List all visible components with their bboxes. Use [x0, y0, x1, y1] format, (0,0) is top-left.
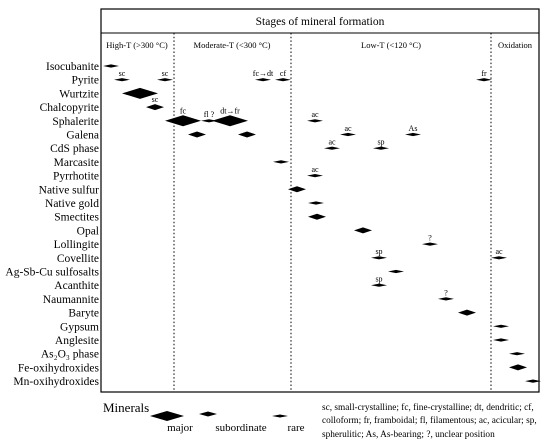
- occurrence-diamond-subordinate: [238, 131, 256, 138]
- mineral-label: Isocubanite: [46, 61, 99, 73]
- mineral-label: Lollingite: [54, 239, 99, 251]
- legend-rare-label: rare: [287, 422, 304, 434]
- diagram-title: Stages of mineral formation: [256, 16, 385, 28]
- mineral-label: Ag-Sb-Cu sulfosalts: [5, 267, 99, 279]
- mineral-label: Native gold: [45, 198, 99, 210]
- occurrence-diamond-rare: [422, 242, 438, 246]
- stage-header-moderate-t: Moderate-T (<300 °C): [194, 40, 271, 50]
- mineral-label: Native sulfur: [39, 184, 100, 196]
- mineral-label: Gypsum: [60, 321, 99, 333]
- occurrence-diamond-major: [212, 115, 248, 127]
- stage-header-low-t: Low-T (<120 °C): [361, 40, 421, 50]
- occurrence-diamond-subordinate: [509, 364, 527, 371]
- mineral-label: Chalcopyrite: [40, 102, 99, 114]
- habit-tag: cf: [280, 69, 287, 78]
- occurrence-diamond-rare: [373, 146, 389, 150]
- legend-major-label: major: [167, 422, 193, 434]
- legend-rare-diamond: [272, 414, 288, 418]
- habit-tag: dt→fr: [220, 106, 240, 115]
- habit-tag: sc: [162, 69, 169, 78]
- occurrence-diamond-rare: [157, 78, 173, 82]
- habit-tag: fl ?: [204, 110, 215, 119]
- mineral-label: Opal: [77, 225, 99, 237]
- mineral-label: Acanthite: [54, 280, 99, 292]
- habit-tag: ac: [495, 247, 503, 256]
- occurrence-diamond-rare: [491, 256, 507, 260]
- occurrence-diamond-rare: [307, 174, 323, 178]
- habit-tag: sc: [119, 69, 126, 78]
- habit-tag: As: [409, 124, 418, 133]
- occurrence-diamond-rare: [114, 78, 130, 82]
- occurrence-diamond-subordinate: [308, 213, 326, 220]
- mineral-label: Mn-oxihydroxides: [13, 376, 99, 388]
- habit-tag: sp: [375, 275, 382, 284]
- occurrence-diamond-rare: [388, 269, 404, 274]
- habit-tag: ?: [428, 234, 432, 243]
- habit-tag: sc: [152, 95, 159, 104]
- stage-header-high-t: High-T (>300 °C): [106, 40, 168, 50]
- diagram-frame: [100, 8, 540, 393]
- occurrence-diamond-rare: [201, 119, 217, 123]
- habit-tag: ac: [311, 110, 319, 119]
- mineral-label: As₂O₃ phase: [41, 349, 99, 361]
- mineral-label: Wurtzite: [59, 88, 99, 100]
- occurrence-diamond-subordinate: [458, 309, 476, 316]
- mineral-label: Fe-oxihydroxides: [18, 362, 100, 374]
- occurrence-diamond-subordinate: [288, 186, 306, 193]
- occurrence-diamond-rare: [493, 324, 509, 328]
- occurrence-diamond-rare: [371, 283, 387, 287]
- occurrence-diamond-rare: [509, 352, 525, 356]
- legend-subordinate-diamond: [199, 411, 217, 417]
- habit-tag: fr: [481, 69, 487, 78]
- occurrence-diamond-rare: [255, 78, 271, 82]
- occurrence-diamond-rare: [307, 119, 323, 123]
- mineral-label: Pyrite: [72, 75, 99, 87]
- mineral-label: Pyrrhotite: [53, 171, 99, 183]
- occurrence-diamond-rare: [308, 201, 324, 205]
- occurrence-diamond-subordinate: [146, 104, 164, 111]
- occurrence-diamond-rare: [493, 338, 509, 342]
- occurrence-diamond-rare: [273, 160, 289, 164]
- legend-heading: Minerals: [103, 400, 149, 415]
- legend-subordinate-label: subordinate: [215, 422, 266, 434]
- occurrence-diamond-rare: [405, 132, 421, 137]
- occurrence-diamond-rare: [103, 64, 119, 68]
- legend-major-diamond: [150, 411, 184, 421]
- mineral-label: Sphalerite: [52, 116, 99, 128]
- habit-tag: fc→dt: [253, 69, 274, 78]
- habit-tag: fc: [180, 106, 187, 115]
- occurrence-diamond-rare: [525, 379, 541, 383]
- habit-tag: ac: [311, 165, 319, 174]
- abbreviation-legend: sc, small-crystalline; fc, fine-crystall…: [322, 403, 537, 440]
- mineral-rows: Isocubanite Pyrite sc sc fc→dt cf fr Wurtzite Ch…: [5, 61, 541, 388]
- occurrence-diamond-rare: [476, 78, 492, 82]
- occurrence-diamond-major: [122, 87, 158, 99]
- occurrence-diamond-rare: [275, 78, 291, 82]
- mineral-label: Naumannite: [43, 294, 99, 306]
- occurrence-diamond-subordinate: [188, 131, 206, 138]
- occurrence-diamond-major: [165, 115, 201, 127]
- habit-tag: ac: [328, 138, 336, 147]
- occurrence-diamond-rare: [340, 132, 356, 137]
- occurrence-diamond-rare: [438, 297, 454, 301]
- mineral-label: Marcasite: [54, 157, 99, 169]
- mineral-label: Galena: [66, 130, 99, 142]
- habit-tag: sp: [377, 138, 384, 147]
- occurrence-diamond-rare: [371, 256, 387, 260]
- occurrence-diamond-rare: [324, 146, 340, 150]
- habit-tag: sp: [375, 247, 382, 256]
- habit-tag: ac: [344, 124, 352, 133]
- mineral-label: Covellite: [57, 253, 99, 265]
- habit-tag: ?: [444, 288, 448, 297]
- mineral-label: Anglesite: [55, 335, 99, 347]
- stage-header-oxidation: Oxidation: [498, 40, 533, 50]
- mineral-label: CdS phase: [50, 143, 99, 155]
- mineral-label: Smectites: [54, 212, 99, 224]
- mineral-label: Baryte: [68, 308, 99, 320]
- occurrence-diamond-subordinate: [354, 227, 372, 234]
